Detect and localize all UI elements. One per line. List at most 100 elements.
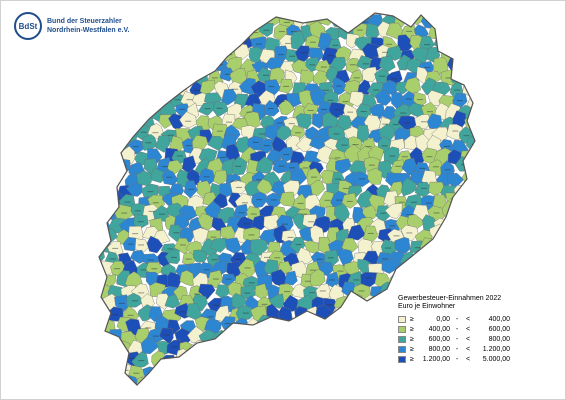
legend-swatch-3	[398, 335, 406, 343]
municipality-label-mark	[250, 213, 257, 215]
municipality-area	[99, 270, 106, 287]
municipality-area	[179, 111, 198, 129]
municipality-area	[185, 351, 203, 368]
municipality-area	[303, 329, 321, 346]
municipality-area	[217, 338, 234, 356]
legend-dash: -	[455, 325, 459, 333]
municipality-area	[356, 371, 373, 385]
municipality-label-mark	[114, 268, 121, 270]
municipality-label-mark	[258, 334, 265, 336]
municipality-label-mark	[224, 323, 231, 325]
municipality-label-mark	[170, 52, 177, 54]
municipality-area	[133, 34, 149, 48]
municipality-area	[99, 194, 110, 210]
legend-from: 1.200,00	[422, 355, 450, 363]
municipality-label-mark	[167, 134, 174, 136]
municipality-area	[204, 317, 222, 334]
municipality-label-mark	[367, 302, 374, 304]
municipality-area	[266, 371, 282, 385]
municipality-area	[126, 292, 144, 308]
municipality-area	[296, 247, 314, 265]
municipality-label-mark	[288, 123, 295, 125]
municipality-area	[274, 329, 293, 344]
municipality-label-mark	[211, 259, 218, 261]
municipality-area	[188, 56, 204, 72]
municipality-label-mark	[261, 303, 268, 305]
municipality-label-mark	[280, 335, 287, 337]
municipality-area	[206, 46, 224, 63]
municipality-label-mark	[407, 372, 413, 374]
municipality-area	[129, 48, 146, 64]
municipality-label-mark	[405, 98, 412, 100]
municipality-area	[466, 13, 475, 17]
municipality-area	[394, 377, 413, 385]
municipality-label-mark	[200, 52, 207, 54]
municipality-area	[464, 68, 475, 84]
municipality-label-mark	[420, 121, 427, 123]
municipality-label-mark	[248, 234, 255, 236]
municipality-area	[201, 376, 217, 385]
municipality-area	[203, 13, 221, 19]
municipality-area	[445, 261, 460, 278]
municipality-label-mark	[140, 131, 147, 133]
municipality-area	[108, 79, 125, 99]
legend-dash: -	[455, 355, 459, 363]
municipality-area	[451, 13, 466, 14]
legend-symbol: ≥	[410, 325, 414, 333]
municipality-area	[341, 306, 360, 322]
municipality-label-mark	[347, 111, 354, 113]
municipality-area	[99, 47, 103, 66]
municipality-label-mark	[446, 370, 453, 372]
municipality-label-mark	[224, 73, 231, 75]
municipality-label-mark	[457, 55, 464, 57]
municipality-area	[438, 225, 456, 242]
legend-lt: <	[465, 335, 471, 343]
municipality-area	[355, 327, 375, 344]
municipality-area	[335, 13, 352, 17]
municipality-label-mark	[157, 74, 164, 76]
municipality-area	[113, 66, 129, 84]
municipality-area	[141, 68, 160, 86]
municipality-area	[402, 365, 420, 381]
municipality-area	[133, 13, 150, 31]
legend-lt: <	[465, 345, 471, 353]
municipality-area	[449, 246, 467, 265]
legend-title: Gewerbesteuer-Einnahmen 2022 Euro je Ein…	[398, 295, 538, 311]
municipality-label-mark	[295, 132, 301, 134]
municipality-label-mark	[236, 186, 242, 188]
municipality-label-mark	[132, 233, 139, 235]
municipality-label-mark	[90, 338, 96, 339]
municipality-label-mark	[335, 359, 342, 361]
municipality-area	[278, 99, 296, 116]
municipality-label-mark	[86, 41, 92, 42]
municipality-label-mark	[163, 334, 170, 336]
municipality-label-mark	[212, 278, 219, 280]
municipality-area	[368, 325, 385, 344]
municipality-label-mark	[309, 41, 316, 43]
municipality-label-mark	[151, 65, 158, 67]
municipality-label-mark	[426, 156, 433, 158]
legend-from: 800,00	[428, 345, 450, 353]
municipality-area	[99, 383, 110, 385]
municipality-area	[367, 349, 385, 365]
municipality-label-mark	[444, 31, 451, 33]
municipality-label-mark	[425, 202, 432, 204]
municipality-label-mark	[451, 247, 458, 249]
municipality-label-mark	[337, 337, 344, 339]
municipality-area	[99, 169, 112, 186]
municipality-label-mark	[185, 30, 192, 32]
municipality-area	[463, 225, 475, 241]
municipality-label-mark	[362, 21, 369, 23]
municipality-label-mark	[166, 360, 173, 362]
municipality-area	[225, 13, 243, 29]
municipality-area	[212, 350, 230, 368]
municipality-area	[276, 125, 294, 141]
municipality-label-mark	[127, 86, 134, 88]
municipality-label-mark	[473, 259, 475, 261]
municipality-area	[270, 319, 290, 336]
municipality-label-mark	[342, 101, 349, 103]
legend-lt: <	[465, 325, 471, 333]
municipality-label-mark	[380, 212, 387, 214]
municipality-label-mark	[129, 357, 136, 359]
municipality-area	[464, 203, 475, 222]
